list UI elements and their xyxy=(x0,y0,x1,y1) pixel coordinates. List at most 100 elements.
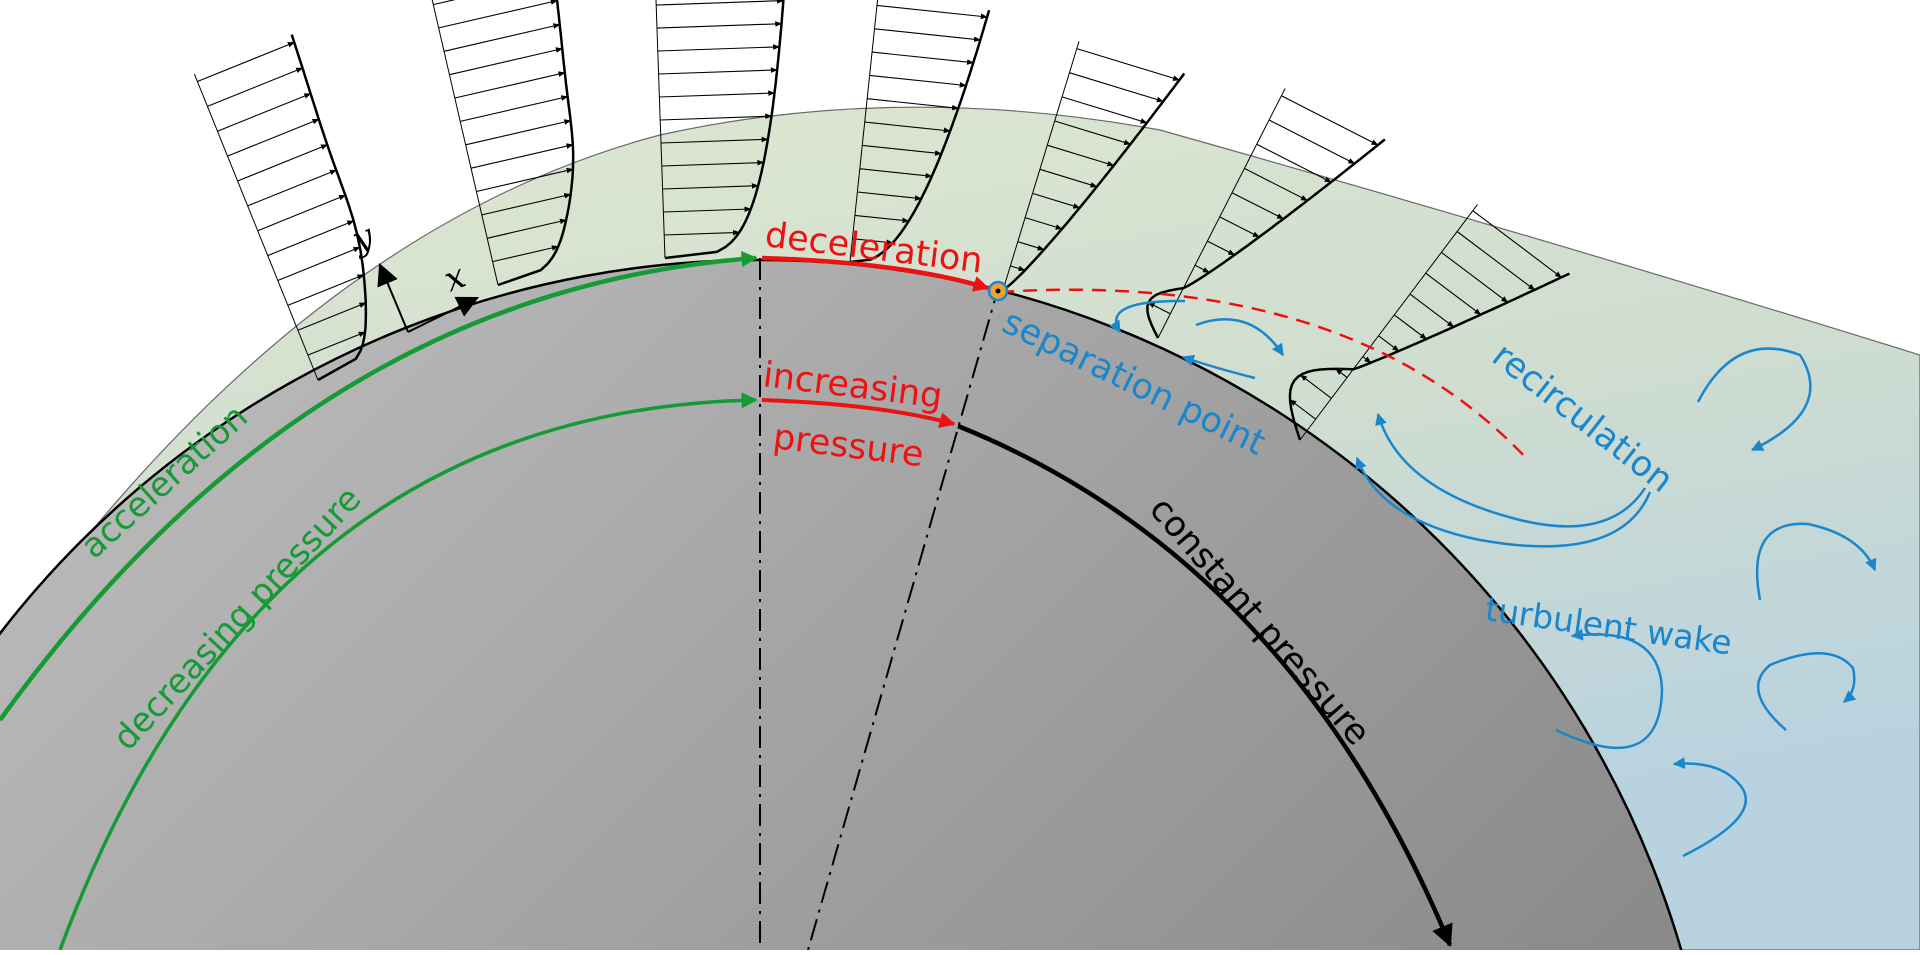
velocity-arrow xyxy=(487,218,567,239)
velocity-arrow xyxy=(862,144,942,156)
profile-baseline xyxy=(1299,204,1478,441)
velocity-arrow xyxy=(1076,48,1181,81)
velocity-arrow xyxy=(1300,374,1332,399)
velocity-arrow xyxy=(659,90,776,98)
deceleration-arrow xyxy=(761,255,990,292)
velocity-arrow xyxy=(443,23,561,52)
velocity-arrow xyxy=(876,4,988,20)
velocity-arrow xyxy=(664,229,740,236)
velocity-arrow xyxy=(1039,168,1098,188)
velocity-arrow xyxy=(1244,167,1309,201)
velocity-arrow xyxy=(1017,241,1045,251)
velocity-arrow xyxy=(1335,368,1348,378)
velocity-arrow xyxy=(476,167,574,193)
acceleration-arrow xyxy=(0,251,758,722)
velocity-arrow xyxy=(1472,210,1562,278)
velocity-arrow xyxy=(1231,192,1285,220)
velocity-arrow xyxy=(663,206,752,213)
velocity-arrow xyxy=(1147,302,1171,315)
profile-curve xyxy=(1288,272,1570,441)
velocity-arrow xyxy=(1054,120,1132,146)
velocity-arrow xyxy=(460,95,569,122)
profile-baseline xyxy=(193,73,319,381)
velocity-arrow xyxy=(287,274,365,306)
velocity-profile xyxy=(1002,41,1186,292)
recirculation-arrows xyxy=(1109,299,1652,548)
velocity-arrow xyxy=(307,331,366,356)
velocity-arrow xyxy=(1032,192,1081,209)
velocity-profile xyxy=(193,34,368,382)
increasing-pressure-arrow xyxy=(761,398,956,428)
velocity-arrow xyxy=(854,214,910,224)
velocity-arrow xyxy=(449,47,563,76)
profile-curve xyxy=(849,9,991,264)
velocity-arrow xyxy=(864,121,951,134)
axis-y-label: y xyxy=(345,216,380,261)
velocity-arrow xyxy=(852,238,894,246)
velocity-arrow xyxy=(1289,399,1317,420)
velocity-arrow xyxy=(1047,144,1115,167)
velocity-arrow xyxy=(1362,356,1372,364)
velocity-profile xyxy=(1288,204,1570,441)
velocity-arrow xyxy=(1194,264,1210,273)
velocity-arrow xyxy=(470,143,574,169)
velocity-arrow xyxy=(660,136,769,144)
velocity-arrow xyxy=(1456,231,1536,291)
velocity-arrow xyxy=(658,67,778,75)
velocity-arrow xyxy=(1268,119,1356,165)
velocity-arrow xyxy=(1219,216,1260,238)
velocity-arrow xyxy=(267,220,355,257)
velocity-arrow xyxy=(872,51,974,65)
velocity-arrow xyxy=(237,144,328,182)
velocity-arrow xyxy=(257,194,346,232)
velocity-profile xyxy=(655,0,785,260)
velocity-arrow xyxy=(1069,72,1164,103)
velocity-profile xyxy=(1146,88,1386,339)
profile-curve xyxy=(1146,138,1386,339)
velocity-arrow xyxy=(1393,314,1427,340)
velocity-arrow xyxy=(656,0,784,6)
velocity-arrow xyxy=(869,74,967,88)
velocity-arrow xyxy=(874,28,981,43)
velocity-arrow xyxy=(1024,217,1063,230)
velocity-arrow xyxy=(656,21,783,29)
velocity-arrow xyxy=(657,44,781,52)
velocity-arrow xyxy=(217,93,312,132)
velocity-profiles xyxy=(193,0,1570,441)
velocity-arrow xyxy=(1010,265,1026,272)
velocity-arrow xyxy=(438,0,558,29)
velocity-arrow xyxy=(1281,95,1379,146)
velocity-arrow xyxy=(1207,240,1236,256)
velocity-arrow xyxy=(1441,251,1509,303)
velocity-arrow xyxy=(433,0,456,6)
velocity-arrow xyxy=(481,193,572,216)
profile-curve xyxy=(1002,72,1186,292)
velocity-arrow xyxy=(661,159,765,167)
profile-baseline xyxy=(1157,88,1286,339)
velocity-profile xyxy=(849,0,991,264)
velocity-arrow xyxy=(1061,96,1148,124)
velocity-arrow xyxy=(492,245,559,263)
profile-baseline xyxy=(849,0,879,263)
profile-baseline xyxy=(431,0,499,286)
velocity-arrow xyxy=(1425,272,1482,316)
velocity-arrow xyxy=(465,119,572,146)
velocity-profile xyxy=(431,0,575,287)
velocity-arrow xyxy=(454,71,566,99)
velocity-arrow xyxy=(857,191,922,201)
constant-pressure-arrow xyxy=(957,423,1453,948)
decreasing-pressure-arrow xyxy=(58,392,758,951)
profile-curve xyxy=(290,34,368,382)
velocity-arrow xyxy=(227,118,320,157)
velocity-arrow xyxy=(662,183,759,190)
velocity-arrow xyxy=(867,98,959,111)
separation-point-marker xyxy=(987,280,1009,302)
velocity-arrow xyxy=(1409,293,1455,328)
velocity-arrow xyxy=(297,302,367,331)
velocity-arrow xyxy=(660,113,773,121)
velocity-arrow xyxy=(197,41,295,83)
separation-streamline xyxy=(999,288,1529,461)
velocity-arrow xyxy=(247,169,337,207)
